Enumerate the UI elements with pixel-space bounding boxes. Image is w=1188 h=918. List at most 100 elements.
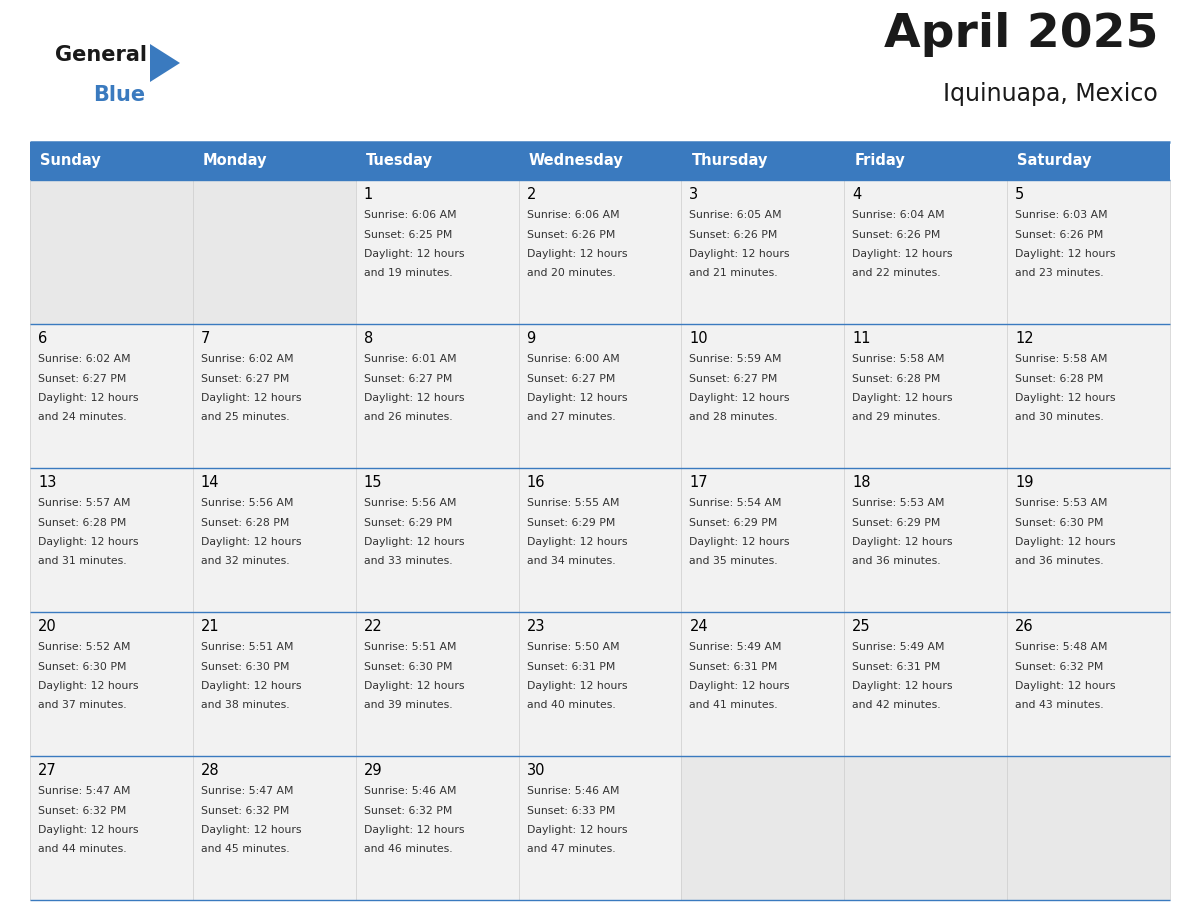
Text: Daylight: 12 hours: Daylight: 12 hours [1015, 249, 1116, 259]
Text: 4: 4 [852, 187, 861, 202]
Text: Daylight: 12 hours: Daylight: 12 hours [852, 249, 953, 259]
Text: Sunrise: 6:01 AM: Sunrise: 6:01 AM [364, 354, 456, 364]
Text: General: General [55, 45, 147, 65]
Text: Daylight: 12 hours: Daylight: 12 hours [526, 393, 627, 403]
Text: Sunrise: 5:50 AM: Sunrise: 5:50 AM [526, 642, 619, 652]
Text: 20: 20 [38, 619, 57, 634]
Text: Iquinuapa, Mexico: Iquinuapa, Mexico [943, 82, 1158, 106]
Text: and 31 minutes.: and 31 minutes. [38, 556, 127, 566]
Text: Sunset: 6:27 PM: Sunset: 6:27 PM [689, 374, 778, 384]
Text: Sunset: 6:33 PM: Sunset: 6:33 PM [526, 805, 615, 815]
Text: Sunset: 6:26 PM: Sunset: 6:26 PM [852, 230, 941, 240]
Text: Friday: Friday [854, 153, 905, 169]
Text: and 45 minutes.: and 45 minutes. [201, 845, 290, 855]
Text: Blue: Blue [93, 85, 145, 105]
Bar [519, 180, 682, 324]
Text: and 22 minutes.: and 22 minutes. [852, 268, 941, 278]
Bar [192, 324, 355, 468]
Bar [355, 180, 519, 324]
Text: and 37 minutes.: and 37 minutes. [38, 700, 127, 711]
Text: Daylight: 12 hours: Daylight: 12 hours [38, 681, 139, 691]
Text: Sunrise: 5:53 AM: Sunrise: 5:53 AM [852, 498, 944, 508]
Text: 18: 18 [852, 475, 871, 490]
Text: 12: 12 [1015, 331, 1034, 346]
Text: 25: 25 [852, 619, 871, 634]
Text: Sunrise: 6:06 AM: Sunrise: 6:06 AM [364, 210, 456, 220]
Bar [519, 612, 682, 756]
Bar [845, 180, 1007, 324]
Text: Tuesday: Tuesday [366, 153, 432, 169]
Text: and 44 minutes.: and 44 minutes. [38, 845, 127, 855]
Text: Daylight: 12 hours: Daylight: 12 hours [852, 393, 953, 403]
Text: and 42 minutes.: and 42 minutes. [852, 700, 941, 711]
Text: 13: 13 [38, 475, 56, 490]
Text: and 20 minutes.: and 20 minutes. [526, 268, 615, 278]
Text: 29: 29 [364, 763, 383, 778]
Text: Daylight: 12 hours: Daylight: 12 hours [526, 825, 627, 835]
Bar [519, 324, 682, 468]
Text: and 25 minutes.: and 25 minutes. [201, 412, 290, 422]
Text: and 40 minutes.: and 40 minutes. [526, 700, 615, 711]
Text: Daylight: 12 hours: Daylight: 12 hours [526, 249, 627, 259]
Text: 14: 14 [201, 475, 220, 490]
Text: Monday: Monday [203, 153, 267, 169]
Bar [30, 612, 192, 756]
Text: Daylight: 12 hours: Daylight: 12 hours [689, 537, 790, 547]
Text: Daylight: 12 hours: Daylight: 12 hours [689, 249, 790, 259]
Bar [682, 468, 845, 612]
Text: Daylight: 12 hours: Daylight: 12 hours [852, 681, 953, 691]
Text: Sunrise: 5:55 AM: Sunrise: 5:55 AM [526, 498, 619, 508]
Text: Daylight: 12 hours: Daylight: 12 hours [1015, 393, 1116, 403]
Text: Sunrise: 5:58 AM: Sunrise: 5:58 AM [852, 354, 944, 364]
Text: Daylight: 12 hours: Daylight: 12 hours [201, 681, 302, 691]
Bar [355, 324, 519, 468]
Text: Daylight: 12 hours: Daylight: 12 hours [364, 681, 465, 691]
Text: and 39 minutes.: and 39 minutes. [364, 700, 453, 711]
Text: Sunrise: 5:46 AM: Sunrise: 5:46 AM [526, 786, 619, 796]
Bar [682, 756, 845, 900]
Text: Daylight: 12 hours: Daylight: 12 hours [364, 393, 465, 403]
Text: and 36 minutes.: and 36 minutes. [1015, 556, 1104, 566]
Text: Sunrise: 5:47 AM: Sunrise: 5:47 AM [38, 786, 131, 796]
Bar [30, 180, 192, 324]
Text: April 2025: April 2025 [884, 12, 1158, 57]
Text: 23: 23 [526, 619, 545, 634]
Text: and 36 minutes.: and 36 minutes. [852, 556, 941, 566]
Text: 19: 19 [1015, 475, 1034, 490]
Text: Sunset: 6:31 PM: Sunset: 6:31 PM [526, 662, 615, 671]
Bar [845, 468, 1007, 612]
Text: and 26 minutes.: and 26 minutes. [364, 412, 453, 422]
Text: Sunrise: 5:56 AM: Sunrise: 5:56 AM [201, 498, 293, 508]
Text: Sunset: 6:28 PM: Sunset: 6:28 PM [201, 518, 289, 528]
Text: Sunrise: 5:56 AM: Sunrise: 5:56 AM [364, 498, 456, 508]
Text: and 32 minutes.: and 32 minutes. [201, 556, 290, 566]
Text: 5: 5 [1015, 187, 1024, 202]
Text: Sunset: 6:30 PM: Sunset: 6:30 PM [38, 662, 126, 671]
Text: Sunrise: 6:03 AM: Sunrise: 6:03 AM [1015, 210, 1107, 220]
Text: Sunset: 6:26 PM: Sunset: 6:26 PM [689, 230, 778, 240]
Text: Sunrise: 5:57 AM: Sunrise: 5:57 AM [38, 498, 131, 508]
Text: Daylight: 12 hours: Daylight: 12 hours [38, 825, 139, 835]
Text: and 41 minutes.: and 41 minutes. [689, 700, 778, 711]
Text: Sunset: 6:32 PM: Sunset: 6:32 PM [201, 805, 289, 815]
Text: Daylight: 12 hours: Daylight: 12 hours [201, 537, 302, 547]
Text: Sunday: Sunday [40, 153, 101, 169]
Text: Sunrise: 5:49 AM: Sunrise: 5:49 AM [852, 642, 944, 652]
Text: Saturday: Saturday [1017, 153, 1092, 169]
Text: Daylight: 12 hours: Daylight: 12 hours [852, 537, 953, 547]
Bar [1007, 756, 1170, 900]
Text: Sunrise: 5:49 AM: Sunrise: 5:49 AM [689, 642, 782, 652]
Text: Sunset: 6:32 PM: Sunset: 6:32 PM [38, 805, 126, 815]
Text: Sunset: 6:27 PM: Sunset: 6:27 PM [364, 374, 453, 384]
Text: Sunrise: 6:05 AM: Sunrise: 6:05 AM [689, 210, 782, 220]
Text: 15: 15 [364, 475, 383, 490]
Text: Sunrise: 5:53 AM: Sunrise: 5:53 AM [1015, 498, 1107, 508]
Text: 22: 22 [364, 619, 383, 634]
Text: Sunrise: 5:54 AM: Sunrise: 5:54 AM [689, 498, 782, 508]
Text: Sunset: 6:25 PM: Sunset: 6:25 PM [364, 230, 453, 240]
Bar [682, 324, 845, 468]
Text: and 38 minutes.: and 38 minutes. [201, 700, 290, 711]
Text: and 23 minutes.: and 23 minutes. [1015, 268, 1104, 278]
Text: Sunset: 6:27 PM: Sunset: 6:27 PM [201, 374, 289, 384]
Text: Sunset: 6:29 PM: Sunset: 6:29 PM [689, 518, 778, 528]
